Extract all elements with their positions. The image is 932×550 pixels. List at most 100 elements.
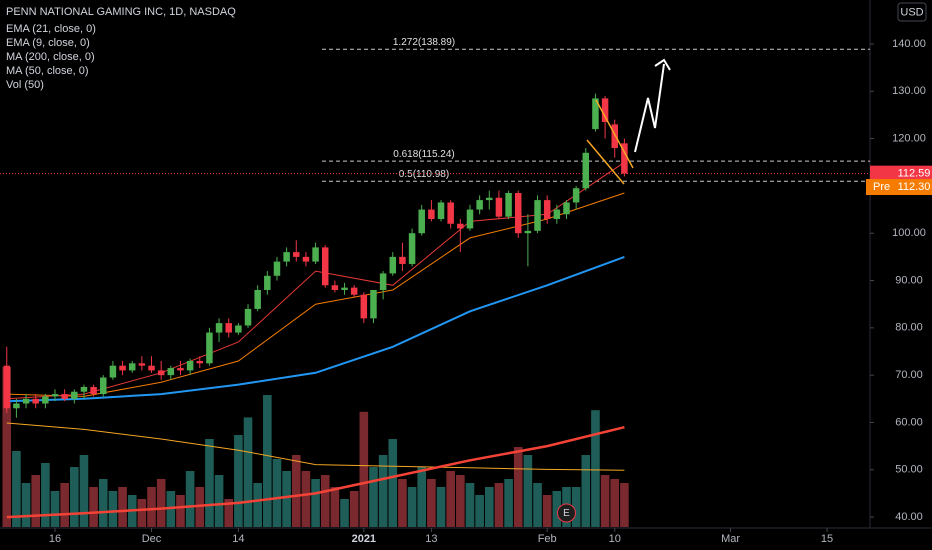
drawings [586, 58, 671, 185]
candle-body [321, 247, 329, 286]
volume-bar [378, 455, 388, 527]
volume-bar [427, 479, 436, 527]
volume-bar [504, 479, 513, 527]
volume-bar [156, 479, 166, 527]
candle-body [215, 323, 223, 333]
y-tick-label: 100.00 [892, 227, 926, 239]
volume-bar [407, 487, 417, 527]
candle-body [186, 360, 194, 371]
volume-bar [243, 417, 253, 527]
candle-body [505, 193, 512, 217]
x-tick-label: 14 [232, 533, 244, 545]
flag-line [595, 99, 634, 169]
candle-body [370, 289, 377, 319]
y-tick-label: 130.00 [892, 85, 926, 97]
fib-label: 1.272(138.89) [393, 37, 455, 48]
candle-body [408, 233, 416, 264]
volume-bar [79, 455, 89, 527]
candle-body [177, 368, 184, 371]
volume-bar [234, 435, 243, 527]
candle-body [457, 223, 464, 229]
candle-body [138, 363, 146, 366]
volume-bar [513, 447, 523, 527]
x-tick-label: Dec [142, 533, 162, 545]
arrow-head [654, 58, 671, 71]
flag-line [586, 139, 625, 185]
volume-bar [118, 487, 127, 527]
volume-bar [465, 483, 475, 527]
candle-body [254, 289, 261, 309]
volume-bar [620, 483, 629, 527]
candle-body [389, 256, 397, 274]
candle-body [601, 98, 609, 123]
x-tick-label: Mar [721, 533, 740, 545]
candle-body [42, 396, 49, 404]
legend-entry: Vol (50) [6, 79, 44, 91]
volume-bar [542, 495, 552, 527]
instrument-title: PENN NATIONAL GAMING INC, 1D, NASDAQ [6, 6, 236, 18]
volume-bar [214, 475, 224, 527]
earnings-badge [556, 503, 576, 523]
currency-box[interactable] [897, 2, 927, 22]
volume-bar [50, 491, 60, 527]
volume-bar [523, 455, 533, 527]
volume-bar [398, 479, 407, 527]
candle-body [157, 370, 165, 376]
candle-body [32, 398, 39, 404]
legend-entry: MA (50, close, 0) [6, 65, 89, 77]
candle-body [244, 308, 252, 326]
volume-bar [41, 463, 50, 527]
volume-bar [484, 487, 494, 527]
y-tick-label: 50.00 [895, 464, 923, 476]
y-tick-label: 90.00 [895, 274, 923, 286]
candle-body [437, 202, 445, 220]
candle-body [611, 124, 618, 149]
candle-body [22, 398, 30, 404]
volume-bar [31, 475, 41, 527]
candle-body [447, 202, 454, 224]
volume-bar [60, 483, 69, 527]
volume-bar [176, 495, 185, 527]
candle-body [495, 197, 503, 217]
volume-bar [21, 483, 31, 527]
candle-body [514, 193, 522, 234]
candle-body [128, 363, 136, 371]
volume-bar [98, 479, 108, 527]
candle-body [592, 98, 599, 130]
fib-label: 0.5(110.98) [399, 169, 449, 180]
volume-bar [70, 467, 79, 527]
candle-body [350, 287, 358, 295]
volume-bar [581, 455, 591, 527]
volume-bar [475, 495, 484, 527]
volume-bar [12, 451, 21, 527]
candle-body [61, 394, 68, 399]
candle-body [51, 394, 59, 397]
plot: 1.272(138.89) 0.618(115.24) 0.5(110.98) [0, 37, 870, 527]
candle-body [71, 391, 78, 399]
candle-body [148, 365, 155, 371]
candle-body [109, 365, 117, 378]
candle-body [543, 200, 551, 220]
candle-body [302, 256, 310, 262]
y-tick-label: 120.00 [892, 133, 926, 145]
candle-body [476, 200, 483, 210]
volume-bar [137, 499, 147, 527]
candle-body [428, 209, 435, 220]
candle-body [360, 294, 368, 319]
premarket-tag [866, 179, 932, 196]
volume-bar [263, 395, 272, 527]
y-tick-label: 80.00 [895, 322, 923, 334]
volume-bar [359, 411, 369, 527]
candle-body [572, 188, 580, 203]
candle-body [3, 365, 11, 409]
volume-bar [320, 475, 330, 527]
candle-body [379, 273, 387, 290]
legend-entry: MA (200, close, 0) [6, 51, 95, 63]
volume-ma [6, 422, 625, 471]
volume-bar [349, 491, 359, 527]
legend-entry: EMA (9, close, 0) [6, 37, 90, 49]
candle-body [167, 368, 175, 376]
volume-bar [311, 479, 320, 527]
candle-body [524, 230, 532, 234]
